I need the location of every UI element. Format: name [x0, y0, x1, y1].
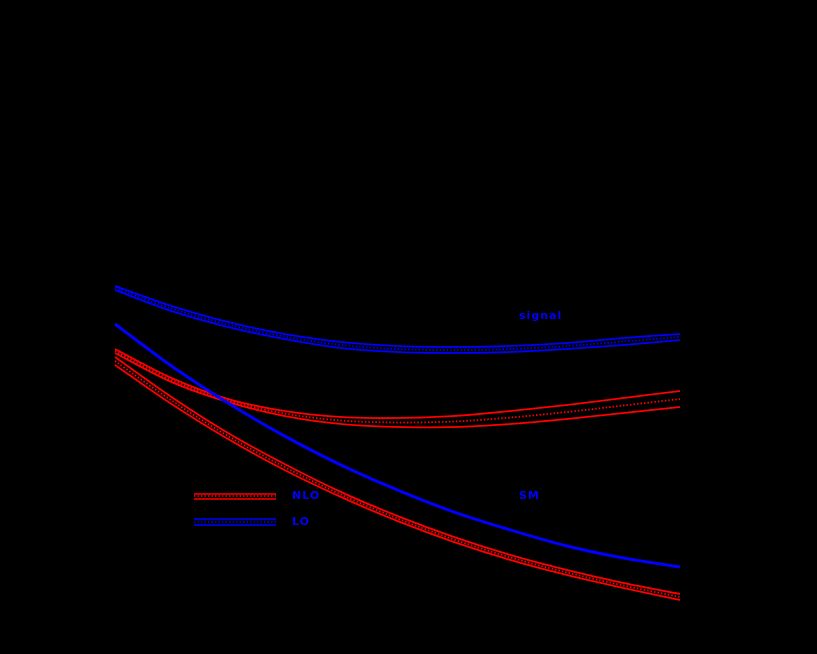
- series-layer: [114, 285, 681, 601]
- signal-annotation: signal: [519, 309, 563, 322]
- legend-nlo-swatch: [194, 493, 276, 500]
- nlo-sm-upper-line: [114, 356, 681, 595]
- lo-signal-center-line: [114, 287, 681, 351]
- nlo-sm-center-line: [114, 360, 681, 598]
- nlo-signal-center-line: [114, 350, 681, 424]
- lo-signal-lower-line: [114, 289, 681, 354]
- legend-nlo-label: NLO: [292, 489, 321, 502]
- lo-signal-upper-line: [114, 285, 681, 348]
- legend: [194, 493, 276, 526]
- lo-sm-line: [114, 322, 681, 569]
- nlo-signal-lower-line: [114, 352, 681, 429]
- nlo-sm-lower-line: [114, 364, 681, 601]
- legend-lo-swatch: [194, 518, 276, 526]
- legend-lo-label: LO: [292, 515, 310, 528]
- sm-annotation: SM: [519, 489, 540, 502]
